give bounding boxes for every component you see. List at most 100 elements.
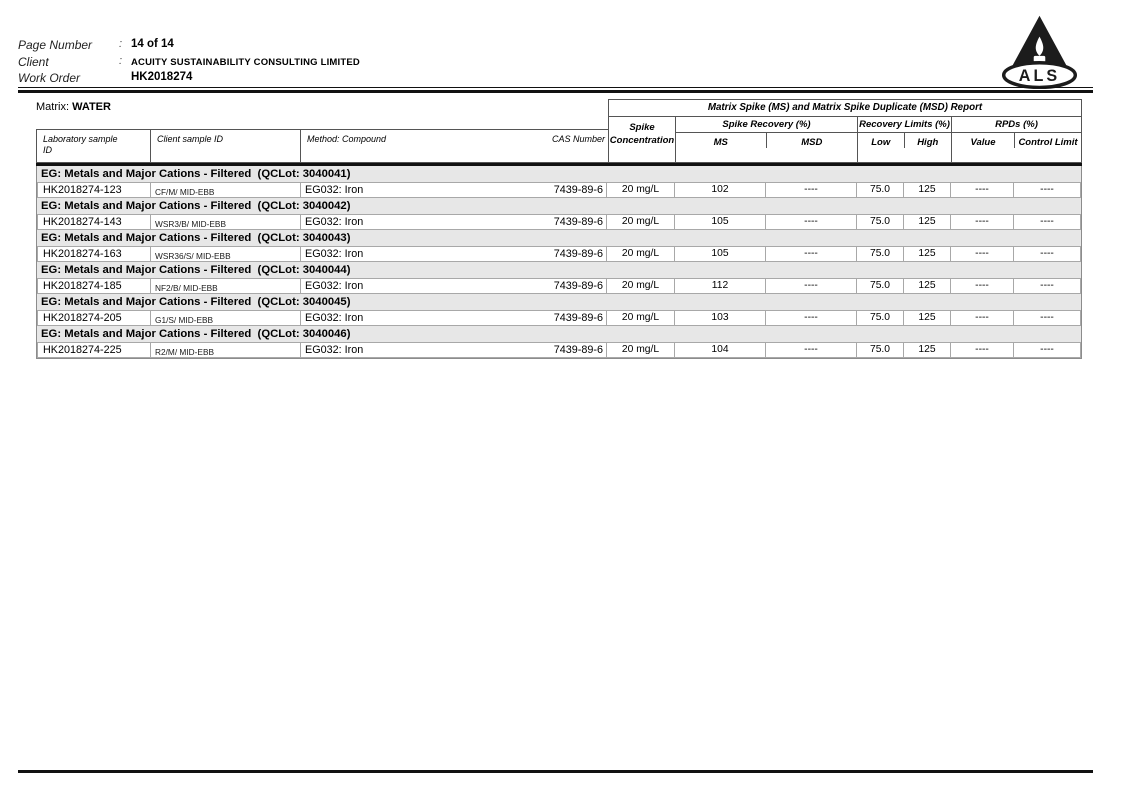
group-header-row: EG: Metals and Major Cations - Filtered … bbox=[37, 198, 1081, 214]
client-id-cell: CF/M/ MID-EBB bbox=[151, 182, 301, 198]
client-value: ACUITY SUSTAINABILITY CONSULTING LIMITED bbox=[131, 57, 360, 68]
col-header-spike-recovery: Spike Recovery (%) bbox=[676, 117, 857, 133]
high-cell: 125 bbox=[904, 182, 951, 198]
high-cell: 125 bbox=[904, 246, 951, 262]
ms-cell: 104 bbox=[675, 342, 766, 358]
col-header-low: Low bbox=[858, 133, 905, 148]
lab-id-cell: HK2018274-205 bbox=[37, 310, 151, 326]
high-cell: 125 bbox=[904, 342, 951, 358]
method-compound: EG032: Iron bbox=[305, 216, 364, 228]
col-header-spike-concentration: Spike Concentration bbox=[609, 117, 676, 163]
col-header-control-limit: Control Limit bbox=[1018, 137, 1078, 148]
lab-id-cell: HK2018274-143 bbox=[37, 214, 151, 230]
group-header-row: EG: Metals and Major Cations - Filtered … bbox=[37, 326, 1081, 342]
page-number-label: Page Number bbox=[18, 38, 93, 52]
method-cas-cell: EG032: Iron 7439-89-6 bbox=[301, 246, 607, 262]
method-compound: EG032: Iron bbox=[305, 312, 364, 324]
header-divider-thin bbox=[18, 87, 1093, 88]
method-cas-cell: EG032: Iron 7439-89-6 bbox=[301, 310, 607, 326]
table-header-left: Laboratory sample ID Client sample ID Me… bbox=[36, 129, 609, 163]
client-id-cell: WSR36/S/ MID-EBB bbox=[151, 246, 301, 262]
matrix-label: Matrix: bbox=[36, 101, 69, 113]
group-header-row: EG: Metals and Major Cations - Filtered … bbox=[37, 294, 1081, 310]
als-logo-text: ALS bbox=[1019, 67, 1061, 85]
control-limit-cell: ---- bbox=[1014, 310, 1081, 326]
cas-number: 7439-89-6 bbox=[553, 312, 603, 324]
rpd-value-cell: ---- bbox=[951, 214, 1014, 230]
group-header-row: EG: Metals and Major Cations - Filtered … bbox=[37, 262, 1081, 278]
col-header-recovery-limits: Recovery Limits (%) bbox=[858, 117, 951, 133]
spike-conc-cell: 20 mg/L bbox=[607, 182, 675, 198]
ms-cell: 105 bbox=[675, 246, 766, 262]
col-header-rpds: RPDs (%) bbox=[952, 117, 1081, 133]
ms-cell: 105 bbox=[675, 214, 766, 230]
client-id-cell: G1/S/ MID-EBB bbox=[151, 310, 301, 326]
control-limit-cell: ---- bbox=[1014, 214, 1081, 230]
method-compound: EG032: Iron bbox=[305, 184, 364, 196]
lab-id-cell: HK2018274-185 bbox=[37, 278, 151, 294]
method-cas-cell: EG032: Iron 7439-89-6 bbox=[301, 278, 607, 294]
lab-id-cell: HK2018274-163 bbox=[37, 246, 151, 262]
method-compound: EG032: Iron bbox=[305, 248, 364, 260]
high-cell: 125 bbox=[904, 214, 951, 230]
method-compound: EG032: Iron bbox=[305, 280, 364, 292]
cas-number: 7439-89-6 bbox=[553, 280, 603, 292]
header-divider-thick bbox=[18, 90, 1093, 93]
low-cell: 75.0 bbox=[857, 342, 904, 358]
high-cell: 125 bbox=[904, 278, 951, 294]
group-header-row: EG: Metals and Major Cations - Filtered … bbox=[37, 166, 1081, 182]
method-cas-cell: EG032: Iron 7439-89-6 bbox=[301, 342, 607, 358]
low-cell: 75.0 bbox=[857, 182, 904, 198]
table-header-right: Matrix Spike (MS) and Matrix Spike Dupli… bbox=[608, 99, 1082, 163]
table-row: HK2018274-225 R2/M/ MID-EBB EG032: Iron … bbox=[37, 342, 1081, 358]
col-group-rpds: RPDs (%) Value Control Limit bbox=[952, 117, 1081, 163]
group-header-row: EG: Metals and Major Cations - Filtered … bbox=[37, 230, 1081, 246]
col-group-spike-recovery: Spike Recovery (%) MS MSD bbox=[676, 117, 858, 163]
lab-id-cell: HK2018274-225 bbox=[37, 342, 151, 358]
client-label: Client bbox=[18, 55, 49, 69]
col-header-method: Method: Compound bbox=[307, 134, 387, 144]
low-cell: 75.0 bbox=[857, 278, 904, 294]
spike-conc-cell: 20 mg/L bbox=[607, 246, 675, 262]
msd-cell: ---- bbox=[766, 246, 857, 262]
col-header-msd: MSD bbox=[801, 137, 823, 148]
msd-cell: ---- bbox=[766, 214, 857, 230]
col-header-cas-number: CAS Number bbox=[551, 134, 605, 144]
rpd-value-cell: ---- bbox=[951, 310, 1014, 326]
method-cas-cell: EG032: Iron 7439-89-6 bbox=[301, 182, 607, 198]
matrix-caption: Matrix: WATER bbox=[36, 101, 111, 113]
cas-number: 7439-89-6 bbox=[553, 216, 603, 228]
als-logo-icon: ALS bbox=[1001, 15, 1078, 89]
client-id-cell: NF2/B/ MID-EBB bbox=[151, 278, 301, 294]
msd-cell: ---- bbox=[766, 342, 857, 358]
matrix-value: WATER bbox=[72, 101, 111, 113]
col-header-client-sample-id: Client sample ID bbox=[151, 130, 301, 162]
col-header-lab-sample-id: Laboratory sample ID bbox=[37, 130, 151, 162]
work-order-value: HK2018274 bbox=[131, 71, 193, 83]
low-cell: 75.0 bbox=[857, 214, 904, 230]
client-id-cell: WSR3/B/ MID-EBB bbox=[151, 214, 301, 230]
col-header-high: High bbox=[917, 137, 939, 148]
low-cell: 75.0 bbox=[857, 310, 904, 326]
client-colon: : bbox=[119, 55, 123, 67]
cas-number: 7439-89-6 bbox=[553, 184, 603, 196]
method-cas-cell: EG032: Iron 7439-89-6 bbox=[301, 214, 607, 230]
ms-cell: 103 bbox=[675, 310, 766, 326]
col-header-ms: MS bbox=[676, 133, 767, 148]
control-limit-cell: ---- bbox=[1014, 278, 1081, 294]
spike-conc-cell: 20 mg/L bbox=[607, 214, 675, 230]
page-number-value: 14 of 14 bbox=[131, 38, 174, 50]
control-limit-cell: ---- bbox=[1014, 342, 1081, 358]
header-body-divider bbox=[36, 163, 1082, 166]
spike-conc-cell: 20 mg/L bbox=[607, 278, 675, 294]
method-compound: EG032: Iron bbox=[305, 344, 364, 356]
ms-cell: 102 bbox=[675, 182, 766, 198]
footer-divider bbox=[18, 770, 1093, 773]
col-group-recovery-limits: Recovery Limits (%) Low High bbox=[858, 117, 952, 163]
work-order-label: Work Order bbox=[18, 71, 81, 85]
high-cell: 125 bbox=[904, 310, 951, 326]
spike-conc-cell: 20 mg/L bbox=[607, 342, 675, 358]
msd-cell: ---- bbox=[766, 310, 857, 326]
cas-number: 7439-89-6 bbox=[553, 344, 603, 356]
rpd-value-cell: ---- bbox=[951, 246, 1014, 262]
